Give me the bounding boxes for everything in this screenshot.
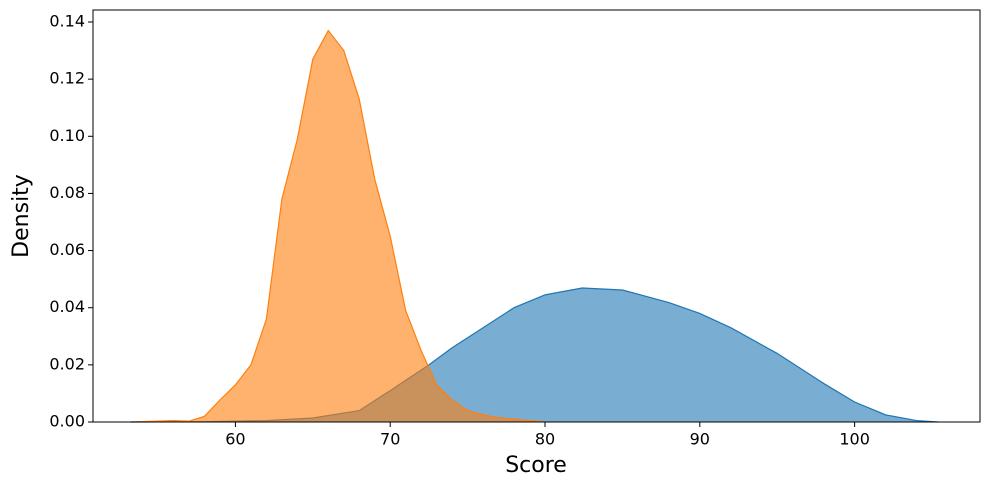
plot-frame — [92, 9, 981, 423]
y-tick-label: 0.02 — [49, 354, 85, 373]
y-tick-label: 0.14 — [49, 12, 85, 31]
x-tick-label: 80 — [535, 430, 555, 449]
y-tick-label: 0.04 — [49, 297, 85, 316]
density-line — [131, 29, 546, 423]
y-tick-label: 0.10 — [49, 126, 85, 145]
x-tick-label: 60 — [225, 430, 245, 449]
y-tick-label: 0.00 — [49, 412, 85, 431]
x-tick-label: 70 — [380, 430, 400, 449]
y-tick-label: 0.08 — [49, 183, 85, 202]
x-tick-label: 100 — [839, 430, 870, 449]
y-tick-label: 0.06 — [49, 240, 85, 259]
density-area — [131, 30, 546, 422]
x-tick-label: 90 — [690, 430, 710, 449]
density-area — [130, 288, 939, 422]
x-axis-title: Score — [505, 453, 567, 478]
y-axis-title: Density — [9, 174, 34, 258]
y-tick-label: 0.12 — [49, 69, 85, 88]
